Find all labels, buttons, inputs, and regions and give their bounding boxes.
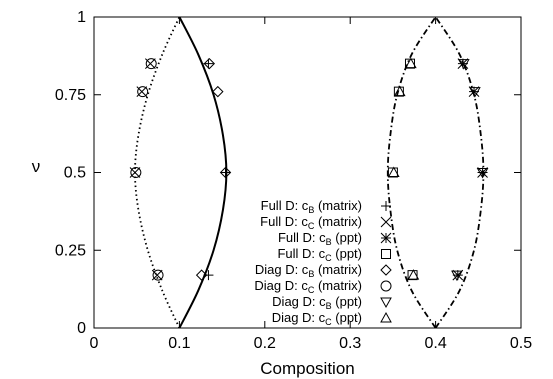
y-tick-label: 0.25	[55, 242, 86, 259]
marker-circle	[146, 59, 156, 69]
y-axis-title: ν	[32, 157, 41, 176]
x-tick-label: 0.2	[254, 335, 276, 352]
curve-dotted	[135, 17, 179, 328]
marker-diamond	[381, 265, 391, 275]
marker-circle	[381, 281, 391, 291]
x-tick-label: 0.4	[424, 335, 446, 352]
x-axis-title: Composition	[260, 359, 355, 378]
curve-solid	[179, 17, 226, 328]
marker-cross	[137, 87, 147, 97]
curve-dash-dot	[388, 17, 436, 328]
marker-circle	[138, 87, 148, 97]
marker-triangle-down	[381, 298, 391, 307]
legend: Full D: cB (matrix)Full D: cC (matrix)Fu…	[254, 198, 391, 327]
legend-label: Diag D: cC (ppt)	[272, 310, 362, 327]
x-tick-label: 0	[90, 335, 99, 352]
y-tick-label: 0.75	[55, 87, 86, 104]
marker-circle	[153, 270, 163, 280]
legend-label: Full D: cC (matrix)	[260, 214, 362, 231]
marker-star	[381, 233, 391, 243]
y-tick-label: 1	[77, 9, 86, 26]
legend-label: Full D: cB (matrix)	[261, 198, 362, 215]
legend-label: Full D: cB (ppt)	[278, 230, 362, 247]
marker-square	[382, 250, 391, 259]
marker-plus	[203, 270, 213, 280]
y-tick-label: 0.5	[64, 165, 86, 182]
y-tick-label: 0	[77, 320, 86, 337]
legend-label: Diag D: cB (ppt)	[272, 294, 362, 311]
marker-plus	[221, 168, 231, 178]
x-tick-label: 0.5	[510, 335, 532, 352]
legend-label: Diag D: cC (matrix)	[254, 278, 362, 295]
x-tick-label: 0.1	[168, 335, 190, 352]
legend-label: Full D: cC (ppt)	[277, 246, 362, 263]
marker-triangle-up	[381, 313, 391, 322]
marker-cross	[145, 59, 155, 69]
x-tick-label: 0.3	[339, 335, 361, 352]
legend-label: Diag D: cB (matrix)	[255, 262, 362, 279]
marker-cross	[381, 217, 391, 227]
curves	[135, 17, 483, 328]
